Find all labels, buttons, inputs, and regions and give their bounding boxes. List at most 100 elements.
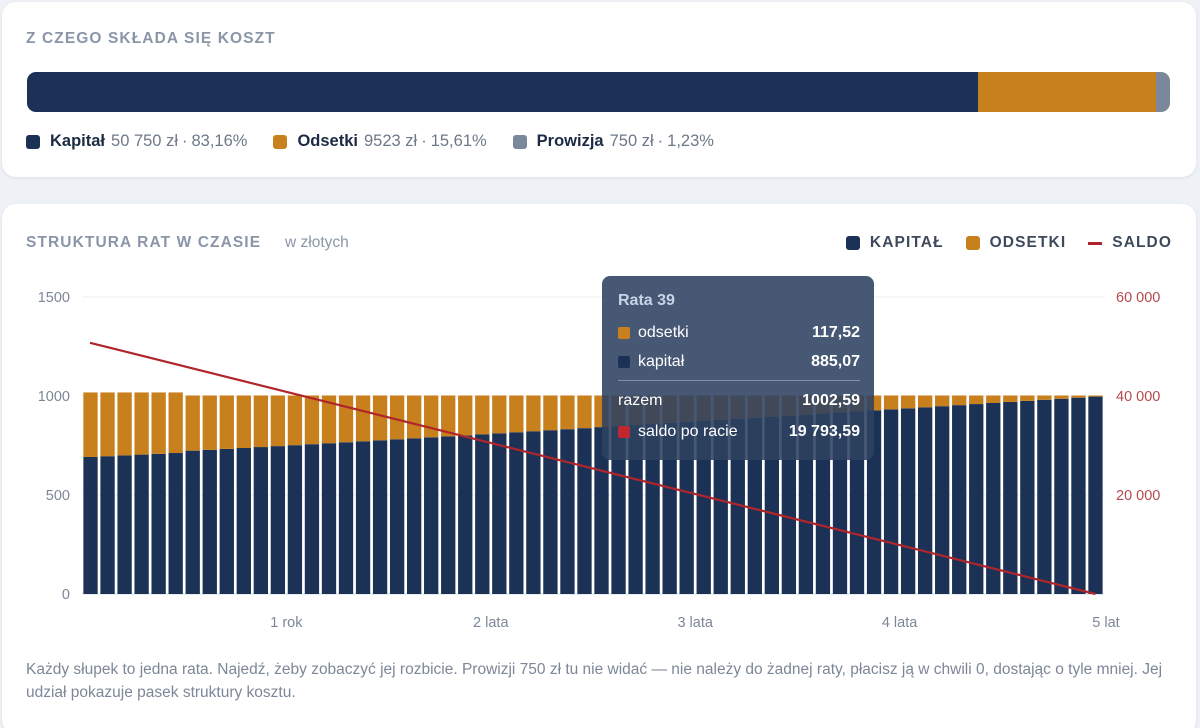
bar-interest[interactable] bbox=[1020, 395, 1035, 401]
bar-capital[interactable] bbox=[917, 407, 933, 594]
bar-capital[interactable] bbox=[526, 431, 541, 594]
bar-interest[interactable] bbox=[304, 395, 320, 445]
bar-interest[interactable] bbox=[458, 395, 473, 436]
bar-capital[interactable] bbox=[764, 416, 780, 594]
bar-interest[interactable] bbox=[185, 395, 200, 451]
bar-capital[interactable] bbox=[475, 434, 490, 594]
bar-interest[interactable] bbox=[969, 395, 984, 405]
bar-interest[interactable] bbox=[952, 395, 967, 406]
bar-capital[interactable] bbox=[458, 435, 473, 594]
bar-capital[interactable] bbox=[883, 409, 899, 594]
bar-capital[interactable] bbox=[935, 406, 950, 594]
bar-interest[interactable] bbox=[900, 395, 916, 409]
bar-capital[interactable] bbox=[1037, 399, 1052, 594]
chart-legend-odsetki[interactable]: ODSETKI bbox=[965, 234, 1067, 252]
bar-capital[interactable] bbox=[151, 453, 166, 594]
bar-interest[interactable] bbox=[117, 392, 132, 456]
bar-interest[interactable] bbox=[917, 395, 933, 408]
bar-interest[interactable] bbox=[355, 395, 371, 442]
bar-capital[interactable] bbox=[253, 447, 269, 594]
bar-capital[interactable] bbox=[781, 415, 797, 594]
bar-interest[interactable] bbox=[270, 395, 286, 447]
bar-interest[interactable] bbox=[287, 395, 303, 446]
bar-capital[interactable] bbox=[952, 405, 967, 594]
bar-interest[interactable] bbox=[1054, 395, 1069, 399]
bar-capital[interactable] bbox=[202, 449, 217, 594]
bar-capital[interactable] bbox=[696, 420, 711, 594]
bar-interest[interactable] bbox=[475, 395, 490, 435]
bar-interest[interactable] bbox=[202, 395, 217, 450]
bar-interest[interactable] bbox=[321, 395, 337, 444]
cost-structure-bar[interactable] bbox=[27, 72, 1170, 112]
bar-capital[interactable] bbox=[117, 455, 132, 594]
bar-interest[interactable] bbox=[1088, 395, 1103, 397]
bar-capital[interactable] bbox=[1054, 398, 1069, 594]
chart-legend-kapitał[interactable]: KAPITAŁ bbox=[845, 234, 944, 252]
bar-capital[interactable] bbox=[168, 453, 183, 594]
bar-interest[interactable] bbox=[372, 395, 388, 441]
bar-capital[interactable] bbox=[304, 444, 320, 594]
cost-segment-prowizja[interactable] bbox=[1155, 72, 1170, 112]
bar-capital[interactable] bbox=[355, 441, 371, 594]
bar-interest[interactable] bbox=[100, 392, 115, 457]
bar-interest[interactable] bbox=[1071, 395, 1086, 398]
bar-capital[interactable] bbox=[424, 437, 439, 594]
bar-capital[interactable] bbox=[1003, 401, 1018, 594]
bar-capital[interactable] bbox=[372, 440, 388, 594]
bar-interest[interactable] bbox=[389, 395, 405, 440]
bar-capital[interactable] bbox=[969, 404, 984, 594]
bar-capital[interactable] bbox=[185, 450, 200, 594]
bar-capital[interactable] bbox=[389, 439, 405, 594]
bar-interest[interactable] bbox=[492, 395, 507, 434]
bar-capital[interactable] bbox=[611, 426, 626, 594]
bar-interest[interactable] bbox=[168, 392, 183, 454]
bar-interest[interactable] bbox=[406, 395, 422, 439]
bar-interest[interactable] bbox=[219, 395, 234, 449]
bar-interest[interactable] bbox=[577, 395, 592, 429]
bar-interest[interactable] bbox=[883, 395, 899, 410]
bar-interest[interactable] bbox=[441, 395, 456, 437]
bar-capital[interactable] bbox=[406, 438, 422, 594]
bar-interest[interactable] bbox=[134, 392, 149, 455]
bar-interest[interactable] bbox=[526, 395, 541, 432]
chart-legend-saldo[interactable]: SALDO bbox=[1088, 234, 1172, 252]
bar-interest[interactable] bbox=[1037, 395, 1052, 400]
bar-capital[interactable] bbox=[100, 456, 115, 594]
bar-capital[interactable] bbox=[236, 447, 251, 594]
bar-capital[interactable] bbox=[662, 422, 677, 594]
bar-capital[interactable] bbox=[900, 408, 916, 594]
bar-capital[interactable] bbox=[1088, 396, 1103, 594]
bar-interest[interactable] bbox=[236, 395, 251, 448]
bar-interest[interactable] bbox=[338, 395, 354, 443]
cost-segment-kapitał[interactable] bbox=[27, 72, 978, 112]
bar-interest[interactable] bbox=[560, 395, 575, 430]
bar-capital[interactable] bbox=[219, 448, 234, 594]
bar-capital[interactable] bbox=[645, 424, 660, 594]
bar-capital[interactable] bbox=[747, 417, 762, 594]
bar-interest[interactable] bbox=[543, 395, 558, 431]
bar-interest[interactable] bbox=[509, 395, 524, 433]
bar-capital[interactable] bbox=[730, 418, 745, 594]
bar-capital[interactable] bbox=[287, 445, 303, 594]
bar-interest[interactable] bbox=[424, 395, 439, 438]
bar-capital[interactable] bbox=[560, 429, 575, 594]
bar-capital[interactable] bbox=[543, 430, 558, 594]
bar-capital[interactable] bbox=[338, 442, 354, 594]
bar-interest[interactable] bbox=[253, 395, 269, 448]
bar-interest[interactable] bbox=[151, 392, 166, 454]
bar-capital[interactable] bbox=[509, 432, 524, 594]
bar-capital[interactable] bbox=[134, 454, 149, 594]
bar-capital[interactable] bbox=[441, 436, 456, 594]
bar-capital[interactable] bbox=[628, 425, 643, 594]
bar-capital[interactable] bbox=[270, 446, 286, 594]
bar-capital[interactable] bbox=[713, 419, 728, 594]
cost-segment-odsetki[interactable] bbox=[977, 72, 1156, 112]
bar-capital[interactable] bbox=[1020, 400, 1035, 594]
bar-capital[interactable] bbox=[986, 403, 1001, 594]
installment-chart[interactable]: 0 500 1000 1500 20 000 40 000 60 000 1 rok 2 lat… bbox=[2, 204, 1196, 644]
bar-interest[interactable] bbox=[83, 392, 98, 457]
bar-capital[interactable] bbox=[679, 421, 694, 594]
bar-interest[interactable] bbox=[986, 395, 1001, 404]
bar-capital[interactable] bbox=[1071, 397, 1086, 594]
bar-interest[interactable] bbox=[935, 395, 950, 407]
